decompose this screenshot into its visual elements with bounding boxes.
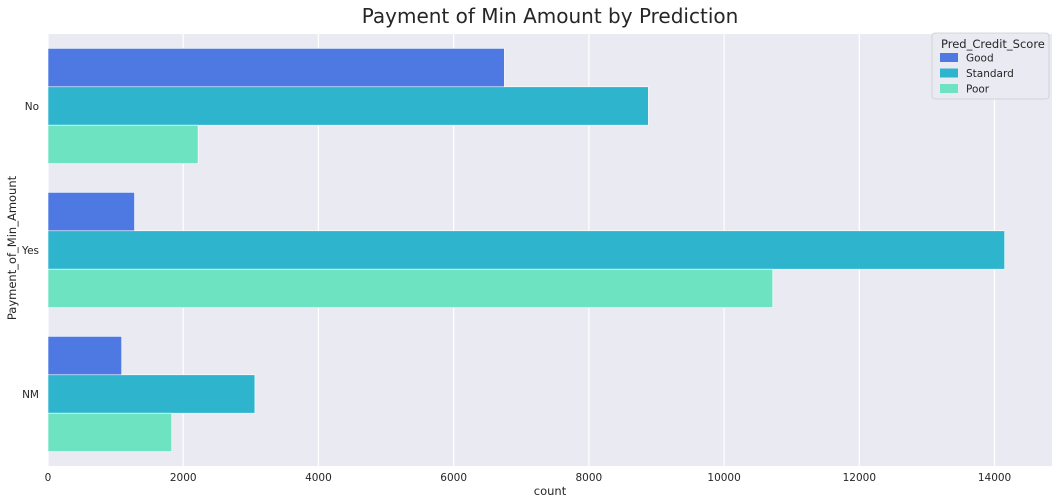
legend-swatch-standard bbox=[940, 68, 958, 78]
x-tick-label: 10000 bbox=[707, 472, 740, 484]
y-tick-label: NM bbox=[22, 389, 39, 401]
bar-poor-nm bbox=[47, 412, 173, 452]
y-tick-label: No bbox=[25, 101, 39, 113]
legend-label-standard: Standard bbox=[966, 68, 1014, 80]
bar-good-yes bbox=[47, 192, 135, 232]
legend-swatch-good bbox=[940, 53, 958, 62]
legend-label-good: Good bbox=[966, 53, 994, 65]
y-axis-label: Payment_of_Min_Amount bbox=[5, 175, 19, 320]
y-tick-labels: No Yes NM bbox=[21, 101, 39, 401]
bars bbox=[47, 48, 1005, 452]
bar-standard-yes bbox=[47, 230, 1005, 270]
legend: Pred_Credit_Score Good Standard Poor bbox=[931, 32, 1050, 100]
x-tick-label: 4000 bbox=[305, 472, 332, 484]
x-tick-label: 0 bbox=[45, 472, 52, 484]
legend-items: Good Standard Poor bbox=[940, 53, 1014, 96]
x-tick-label: 6000 bbox=[440, 472, 467, 484]
x-tick-label: 8000 bbox=[576, 472, 603, 484]
bar-poor-yes bbox=[47, 268, 774, 308]
y-tick-label: Yes bbox=[21, 245, 39, 257]
legend-box bbox=[931, 32, 1050, 100]
legend-label-poor: Poor bbox=[966, 84, 990, 96]
x-tick-label: 14000 bbox=[978, 472, 1011, 484]
chart-title: Payment of Min Amount by Prediction bbox=[362, 4, 739, 28]
x-tick-labels: 0 2000 4000 6000 8000 10000 12000 14000 bbox=[45, 472, 1012, 484]
x-tick-label: 12000 bbox=[843, 472, 876, 484]
x-axis-label: count bbox=[534, 484, 567, 498]
bar-poor-no bbox=[47, 124, 199, 164]
bar-standard-no bbox=[47, 86, 649, 126]
legend-title: Pred_Credit_Score bbox=[941, 37, 1045, 51]
bar-good-nm bbox=[47, 336, 122, 376]
legend-swatch-poor bbox=[940, 84, 958, 93]
bar-good-no bbox=[47, 48, 505, 88]
bar-standard-nm bbox=[47, 374, 256, 414]
x-tick-label: 2000 bbox=[170, 472, 197, 484]
